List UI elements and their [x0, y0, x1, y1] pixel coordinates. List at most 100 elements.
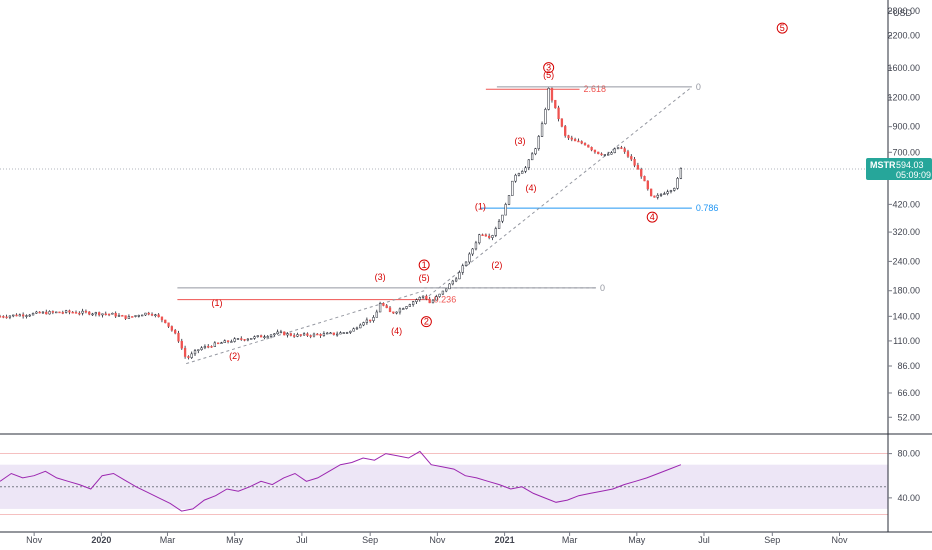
candle-body: [263, 336, 266, 338]
candle-body: [48, 311, 51, 315]
candle-body: [646, 180, 649, 190]
candle-body: [435, 296, 438, 301]
candle-body: [464, 261, 468, 266]
candle-body: [134, 315, 137, 317]
candle-body: [577, 140, 580, 143]
wave-label: (2): [491, 260, 502, 270]
candle-body: [643, 176, 646, 182]
candle-body: [514, 174, 517, 182]
candle-body: [653, 195, 656, 198]
candle-body: [210, 346, 213, 348]
candle-body: [484, 234, 488, 237]
candle-body: [567, 135, 570, 139]
candle-body: [164, 319, 167, 324]
candle-body: [38, 311, 41, 314]
candle-body: [121, 315, 124, 317]
candle-body: [236, 338, 240, 340]
wave-label: (1): [475, 201, 486, 211]
candle-body: [507, 195, 511, 205]
candle-body: [669, 190, 673, 192]
time-tick-label: Mar: [562, 535, 578, 545]
candle-body: [573, 138, 577, 142]
candle-body: [428, 298, 431, 304]
candle-body: [293, 335, 296, 337]
rsi-axis[interactable]: 80.00 40.00: [888, 449, 920, 503]
candle-body: [220, 342, 223, 344]
candle-body: [626, 151, 630, 157]
candle-body: [137, 315, 140, 317]
candle-body: [167, 322, 170, 327]
candle-body: [140, 314, 144, 317]
candle-body: [197, 349, 200, 351]
candle-body: [216, 342, 220, 345]
candle-body: [21, 314, 25, 317]
rsi-pane[interactable]: [0, 450, 888, 515]
candle-body: [223, 340, 226, 343]
candle-body: [243, 339, 246, 341]
rsi-line: [0, 450, 682, 512]
candle-body: [676, 178, 679, 189]
price-tick-label: 900.00: [892, 122, 920, 132]
candle-body: [312, 333, 316, 337]
candle-body: [431, 299, 435, 304]
candle-body: [445, 288, 448, 292]
candle-body: [659, 194, 663, 196]
candle-body: [296, 334, 299, 337]
candle-body: [81, 310, 84, 314]
candle-body: [88, 311, 91, 315]
candle-body: [583, 142, 587, 146]
candle-body: [283, 331, 286, 336]
wave-circle: [776, 22, 788, 34]
candle-body: [28, 314, 31, 317]
candle-body: [279, 331, 283, 334]
candle-body: [187, 356, 190, 358]
candle-body: [150, 313, 154, 316]
candle-body: [349, 330, 352, 333]
candle-body: [448, 283, 451, 290]
candle-body: [230, 341, 233, 343]
candle-body: [154, 314, 157, 316]
candle-body: [398, 308, 402, 313]
candle-body: [131, 316, 134, 318]
candle-body: [530, 153, 534, 161]
candle-body: [104, 313, 107, 316]
countdown-value: 05:09:09: [896, 170, 931, 180]
candle-body: [170, 326, 174, 331]
price-tick-label: 180.00: [892, 286, 920, 296]
candle-body: [180, 340, 183, 349]
candle-body: [623, 148, 626, 152]
candle-body: [177, 332, 180, 342]
candle-body: [488, 235, 491, 238]
price-tick-label: 700.00: [892, 147, 920, 157]
candle-body: [183, 347, 187, 357]
time-tick-label: 2021: [495, 535, 515, 545]
wave-label: 4: [650, 212, 655, 222]
candle-body: [335, 333, 339, 336]
candle-body: [269, 334, 273, 337]
candle-body: [600, 153, 603, 156]
price-tick-label: 110.00: [893, 336, 920, 346]
time-tick-label: Jul: [296, 535, 308, 545]
fib-label: 0.236: [434, 295, 457, 305]
candle-body: [547, 88, 550, 110]
candle-body: [302, 333, 306, 336]
candle-body: [587, 144, 590, 148]
fib-label: 2.618: [584, 84, 607, 94]
candle-body: [259, 335, 263, 338]
last-price-label: MSTR 594.03 05:09:09: [866, 158, 932, 180]
price-tick-label: 140.00: [892, 311, 920, 321]
candle-body: [18, 314, 21, 317]
candle-body: [590, 146, 593, 151]
candle-body: [2, 316, 5, 318]
price-pane[interactable]: 2.618 0 0.236 0 0.786 (1) (2) (3) (4) (5) 1 2 (1) (2)…: [0, 22, 932, 435]
candle-body: [521, 171, 524, 174]
time-axis[interactable]: Nov 2020 Mar May Jul Sep Nov 2021 Mar May Jul Sep No…: [0, 531, 932, 545]
candle-body: [51, 311, 55, 313]
candle-body: [570, 137, 573, 140]
candle-body: [316, 333, 319, 336]
candle-body: [656, 194, 659, 198]
candle-body: [207, 346, 210, 348]
candle-body: [511, 180, 514, 196]
price-tick-label: 2200.00: [887, 31, 920, 41]
candle-body: [620, 147, 623, 149]
